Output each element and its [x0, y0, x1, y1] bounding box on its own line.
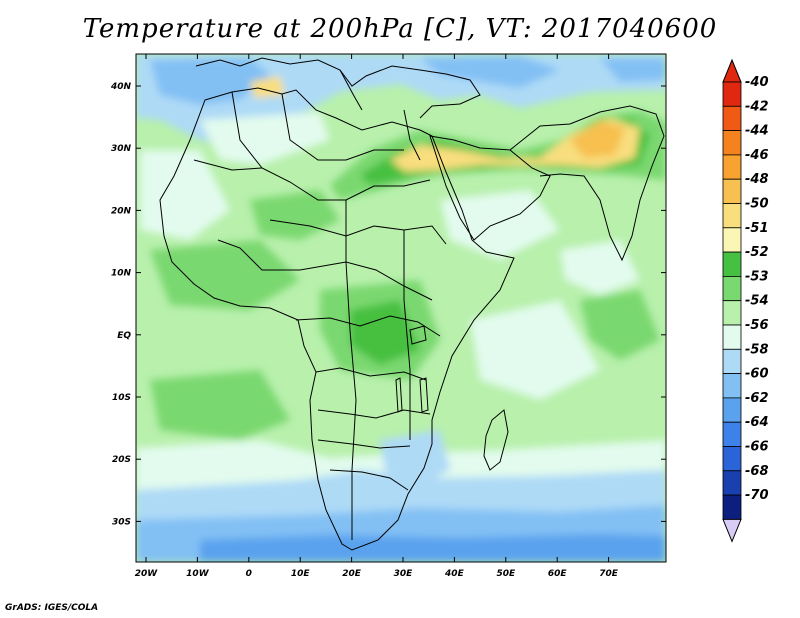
longitude-labels: 20W 10W 0 10E 20E 30E 40E 50E 60E 70E: [135, 569, 619, 579]
map-frame: [135, 53, 667, 563]
latitude-label: 20S: [112, 455, 131, 465]
colorbar-label: -51: [745, 221, 769, 236]
colorbar-label: -70: [745, 488, 769, 503]
axis-ticks: [136, 54, 666, 562]
colorbar-label: -42: [745, 99, 769, 114]
colorbar-label: -50: [745, 197, 769, 212]
latitude-label: 10S: [112, 393, 131, 403]
colorbar-swatch: [722, 470, 742, 496]
latitude-label: 20N: [111, 206, 132, 216]
longitude-label: 20E: [342, 569, 362, 579]
latitude-label: 40N: [110, 82, 132, 92]
colorbar-label: -48: [745, 172, 769, 187]
colorbar-swatch: [722, 227, 742, 253]
longitude-label: 0: [246, 569, 252, 579]
temperature-field: [136, 54, 666, 562]
colorbar-swatch: [722, 397, 742, 423]
colorbar-swatch: [722, 105, 742, 132]
colorbar-label: -56: [745, 318, 769, 333]
colorbar-label: -46: [745, 148, 769, 163]
colorbar-swatch: [722, 373, 742, 399]
colorbar-swatch: [722, 324, 742, 350]
colorbar-swatch: [722, 446, 742, 472]
coastlines: [159, 57, 665, 551]
map-title: Temperature at 200hPa [C], VT: 201704060…: [82, 14, 718, 44]
longitude-label: 10W: [186, 569, 210, 579]
colorbar-swatch: [722, 178, 742, 204]
colorbar-swatch: [722, 251, 742, 277]
colorbar-swatch: [722, 203, 742, 229]
longitude-label: 60E: [548, 569, 568, 579]
colorbar-label: -58: [745, 342, 769, 357]
colorbar-swatch: [722, 130, 742, 156]
colorbar-bottom-arrow: [722, 518, 742, 543]
latitude-labels: 40N 30N 20N 10N EQ 10S 20S 30S: [110, 82, 132, 527]
colorbar-label: -64: [745, 415, 769, 430]
colorbar-label: -54: [745, 294, 769, 309]
colorbar-label: -66: [745, 440, 769, 455]
colorbar-label: -68: [745, 464, 769, 479]
longitude-label: 20W: [135, 569, 159, 579]
colorbar-label: -53: [745, 269, 769, 284]
colorbar-label: -40: [745, 75, 769, 90]
colorbar-swatch: [722, 154, 742, 180]
longitude-label: 40E: [444, 569, 465, 579]
longitude-label: 10E: [291, 569, 311, 579]
longitude-label: 70E: [599, 569, 619, 579]
colorbar-swatch: [722, 81, 742, 107]
colorbar-label: -62: [745, 391, 769, 406]
colorbar-swatch: [722, 421, 742, 447]
latitude-label: 30S: [112, 517, 131, 527]
longitude-label: 30E: [394, 569, 414, 579]
colorbar-swatch: [722, 348, 742, 374]
colorbar: -40 -42 -44 -46 -48 -50 -51 -52 -53 -54 -56 -58 -60 -…: [722, 58, 769, 543]
colorbar-top-arrow: [722, 58, 742, 83]
latitude-label: 10N: [111, 269, 132, 279]
longitude-label: 50E: [496, 569, 516, 579]
colorbar-swatch: [722, 494, 742, 520]
colorbar-swatch: [722, 275, 742, 302]
latitude-label: 30N: [111, 144, 132, 154]
colorbar-swatch: [722, 300, 742, 326]
colorbar-label: -52: [745, 245, 769, 260]
footer-credit: GrADS: IGES/COLA: [5, 603, 99, 613]
latitude-label: EQ: [117, 331, 131, 341]
colorbar-label: -60: [745, 367, 769, 382]
colorbar-label: -44: [745, 124, 769, 139]
